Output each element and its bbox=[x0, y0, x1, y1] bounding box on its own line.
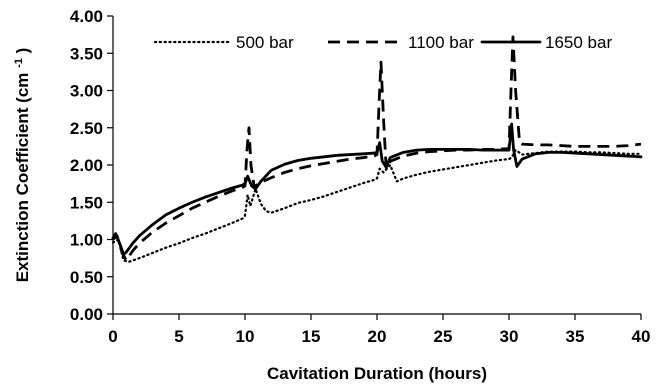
y-tick-label: 3.00 bbox=[70, 82, 103, 101]
legend-500-bar-label: 500 bar bbox=[236, 33, 294, 52]
x-tick-label: 25 bbox=[434, 327, 453, 346]
y-tick-label: 0.50 bbox=[70, 268, 103, 287]
y-tick-label: 0.00 bbox=[70, 305, 103, 324]
series-500-bar-line bbox=[111, 149, 643, 263]
y-tick-label: 3.50 bbox=[70, 44, 103, 63]
y-axis-title-sup: -1 bbox=[13, 58, 25, 68]
y-axis-title-main: Extinction Coefficient (cm bbox=[13, 73, 32, 283]
y-tick-label: 2.50 bbox=[70, 119, 103, 138]
legend: 500 bar 1100 bar 1650 bar bbox=[153, 33, 612, 52]
series-1650-bar-line bbox=[111, 122, 643, 256]
x-axis-title: Cavitation Duration (hours) bbox=[267, 364, 487, 383]
y-tick-label: 4.00 bbox=[70, 7, 103, 26]
x-tick-label: 20 bbox=[368, 327, 387, 346]
y-axis-title-tail: ) bbox=[13, 48, 32, 54]
x-tick-label: 30 bbox=[500, 327, 519, 346]
x-tick-label: 40 bbox=[632, 327, 651, 346]
x-tick-label: 15 bbox=[302, 327, 321, 346]
x-tick-label: 5 bbox=[174, 327, 183, 346]
series-1100-bar-line bbox=[112, 35, 642, 262]
y-tick-label: 1.50 bbox=[70, 193, 103, 212]
axes: 0.00 0.50 1.00 1.50 2.00 2.50 3.00 3.50 4.00 0 5 10… bbox=[70, 7, 651, 346]
y-axis-title: Extinction Coefficient (cm -1 ) bbox=[13, 48, 32, 283]
y-tick-label: 1.00 bbox=[70, 231, 103, 250]
x-tick-label: 0 bbox=[108, 327, 117, 346]
legend-1650-bar-label: 1650 bar bbox=[545, 33, 612, 52]
x-tick-label: 35 bbox=[566, 327, 585, 346]
legend-1100-bar-label: 1100 bar bbox=[408, 33, 474, 52]
x-tick-label: 10 bbox=[236, 327, 255, 346]
plot-area bbox=[111, 35, 643, 263]
y-tick-label: 2.00 bbox=[70, 156, 103, 175]
